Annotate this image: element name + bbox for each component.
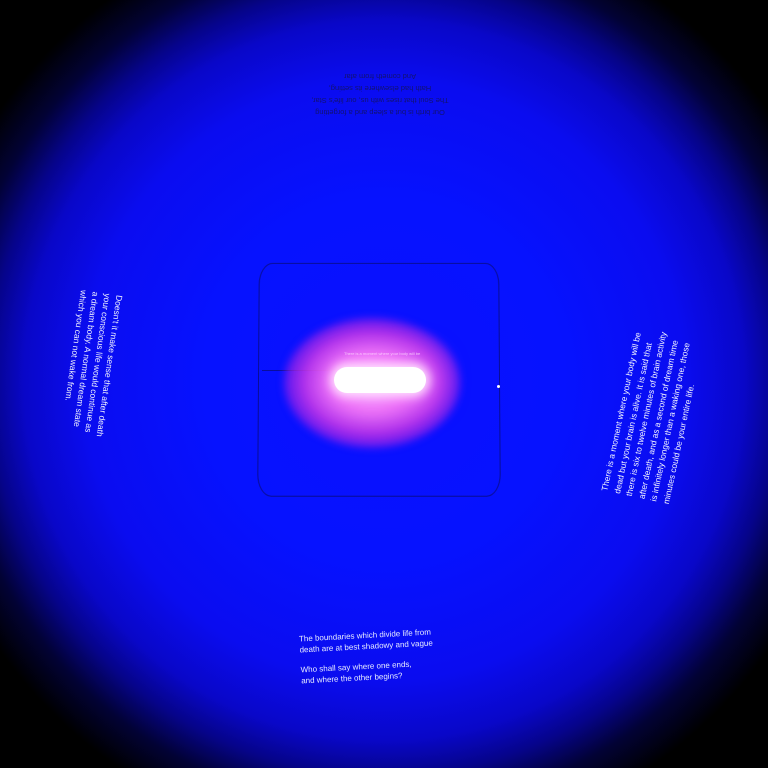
text-line: Hath had elsewhere its setting, [328, 84, 432, 93]
text-line: Our birth is but a sleep and a forgettin… [315, 108, 445, 117]
center-caption: There is a moment where your body will b… [344, 351, 421, 356]
light-dot [497, 385, 500, 388]
text-line: And cometh from afar [343, 72, 417, 81]
top-text-panel: Our birth is but a sleep and a forgettin… [300, 70, 460, 118]
left-text-panel: Doesn't it make sense that after death y… [58, 289, 125, 437]
right-text-panel: There is a moment where your body will b… [598, 255, 721, 505]
bottom-text-panel: The boundaries which divide life from de… [299, 626, 471, 687]
light-bar [334, 367, 426, 393]
text-line: The Soul that rises with us, our life's … [311, 96, 449, 105]
